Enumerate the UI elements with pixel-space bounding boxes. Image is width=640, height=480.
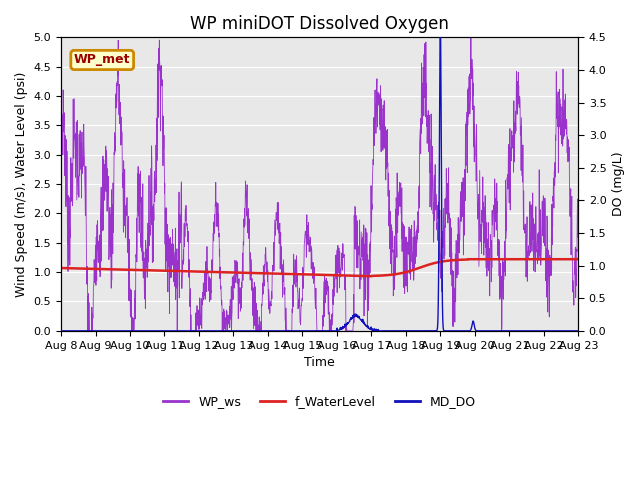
Legend: WP_ws, f_WaterLevel, MD_DO: WP_ws, f_WaterLevel, MD_DO bbox=[159, 390, 481, 413]
Text: WP_met: WP_met bbox=[74, 53, 131, 66]
Y-axis label: DO (mg/L): DO (mg/L) bbox=[612, 152, 625, 216]
X-axis label: Time: Time bbox=[304, 356, 335, 369]
Y-axis label: Wind Speed (m/s), Water Level (psi): Wind Speed (m/s), Water Level (psi) bbox=[15, 72, 28, 297]
Title: WP miniDOT Dissolved Oxygen: WP miniDOT Dissolved Oxygen bbox=[190, 15, 449, 33]
